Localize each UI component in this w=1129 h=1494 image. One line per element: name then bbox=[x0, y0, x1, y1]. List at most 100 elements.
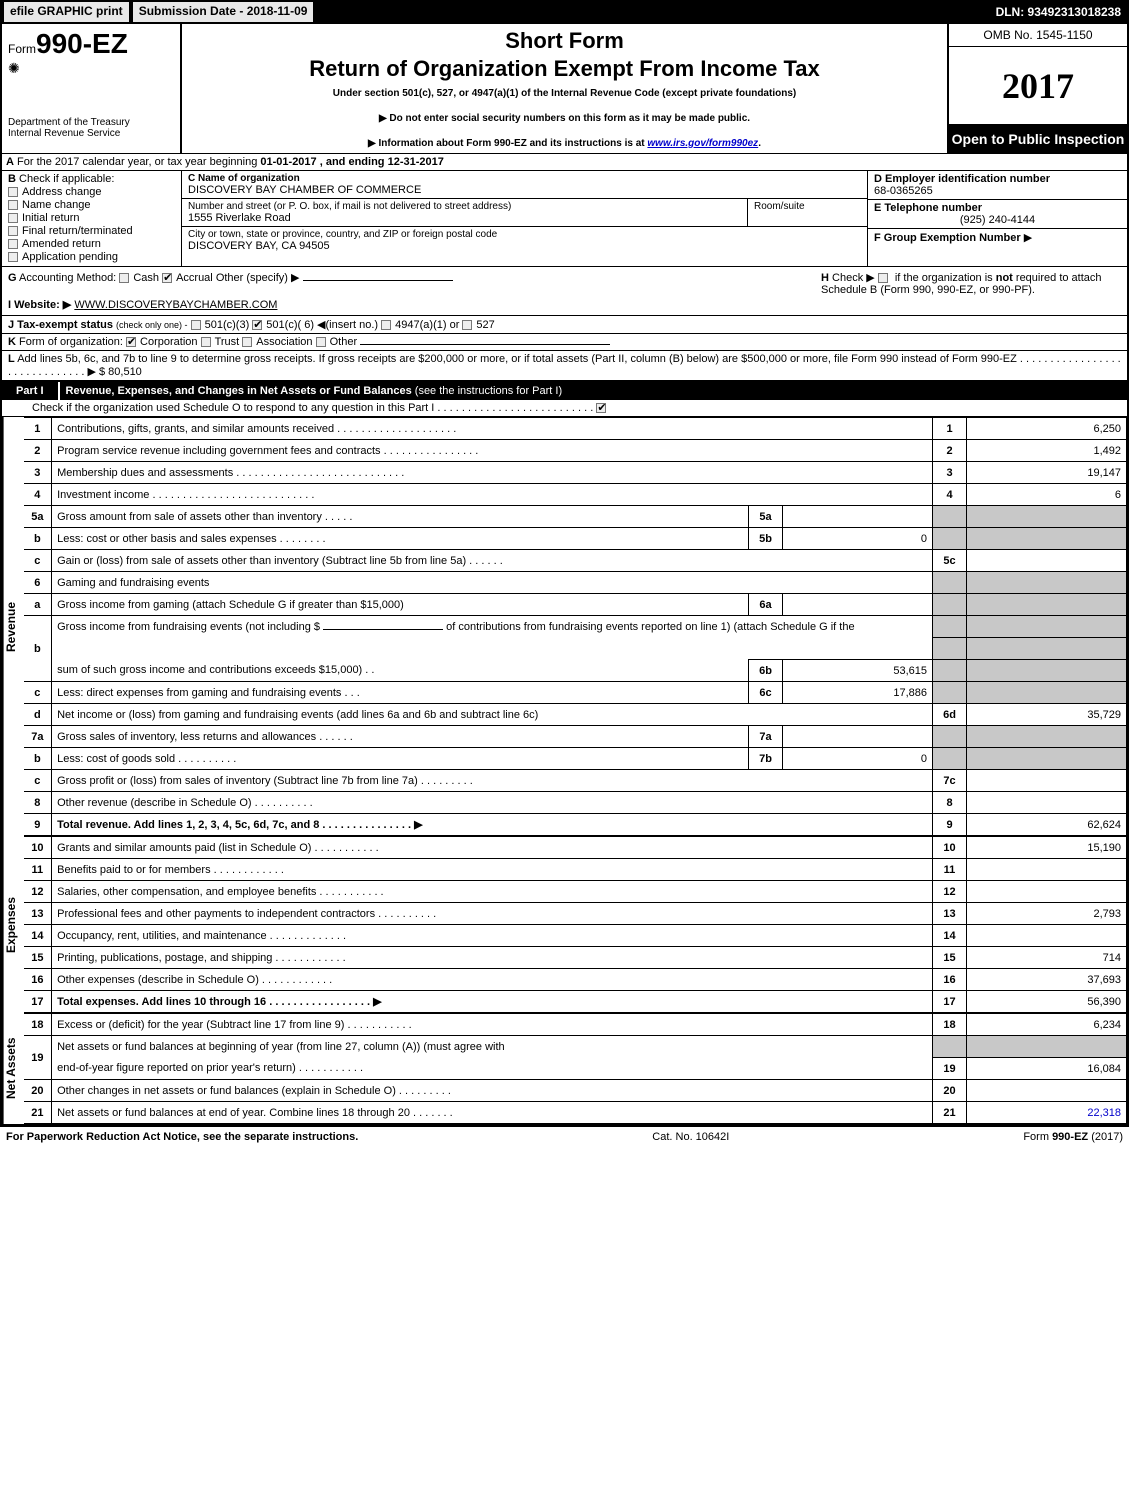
l9-desc: Total revenue. Add lines 1, 2, 3, 4, 5c,… bbox=[52, 814, 933, 836]
l9-amt: 62,624 bbox=[967, 814, 1127, 836]
l7a-sv bbox=[783, 726, 933, 748]
l6c-sv: 17,886 bbox=[783, 682, 933, 704]
chk-4947[interactable] bbox=[381, 320, 391, 330]
l6d-ln: 6d bbox=[933, 704, 967, 726]
chk-name-change[interactable]: Name change bbox=[8, 199, 175, 211]
k-o1: Corporation bbox=[140, 336, 197, 348]
col-c: C Name of organization DISCOVERY BAY CHA… bbox=[182, 171, 867, 266]
k-o3: Association bbox=[256, 336, 312, 348]
sidelabel-netassets: Net Assets bbox=[2, 1013, 24, 1124]
l8-num: 8 bbox=[24, 792, 52, 814]
l1-amt: 6,250 bbox=[967, 418, 1127, 440]
c-street-label: Number and street (or P. O. box, if mail… bbox=[188, 201, 747, 212]
e-phone-label: E Telephone number bbox=[874, 202, 982, 214]
line-a-begin: 01-01-2017 bbox=[260, 156, 316, 168]
chk-final-return[interactable]: Final return/terminated bbox=[8, 225, 175, 237]
l20-amt bbox=[967, 1080, 1127, 1102]
header-mid: Short Form Return of Organization Exempt… bbox=[182, 24, 947, 153]
line-21: 21Net assets or fund balances at end of … bbox=[24, 1102, 1127, 1124]
chk-schedule-o[interactable] bbox=[596, 403, 606, 413]
chk-association[interactable] bbox=[242, 337, 252, 347]
radio-accrual[interactable] bbox=[162, 273, 172, 283]
l9-num: 9 bbox=[24, 814, 52, 836]
chk-application-pending[interactable]: Application pending bbox=[8, 251, 175, 263]
chk-address-change[interactable]: Address change bbox=[8, 186, 175, 198]
chk-trust[interactable] bbox=[201, 337, 211, 347]
title-short-form: Short Form bbox=[190, 28, 939, 54]
sidelabel-revenue: Revenue bbox=[2, 417, 24, 836]
chk-501c[interactable] bbox=[252, 320, 262, 330]
l12-desc: Salaries, other compensation, and employ… bbox=[52, 881, 933, 903]
instructions-link[interactable]: www.irs.gov/form990ez bbox=[647, 138, 758, 149]
footer-right: Form 990-EZ (2017) bbox=[1023, 1131, 1123, 1143]
efile-print-button[interactable]: efile GRAPHIC print bbox=[2, 2, 131, 24]
chk-amended-return[interactable]: Amended return bbox=[8, 238, 175, 250]
website-value[interactable]: WWW.DISCOVERYBAYCHAMBER.COM bbox=[74, 299, 277, 311]
l19-num: 19 bbox=[24, 1036, 52, 1080]
l20-desc: Other changes in net assets or fund bala… bbox=[52, 1080, 933, 1102]
chk-other-org[interactable] bbox=[316, 337, 326, 347]
h-not: not bbox=[996, 272, 1013, 284]
l5b-sn: 5b bbox=[749, 528, 783, 550]
footer-right-form: 990-EZ bbox=[1052, 1131, 1088, 1143]
line-7a: 7aGross sales of inventory, less returns… bbox=[24, 726, 1127, 748]
c-city-row: City or town, state or province, country… bbox=[182, 227, 867, 254]
c-street-value: 1555 Riverlake Road bbox=[188, 212, 747, 224]
chk-address-change-label: Address change bbox=[22, 186, 102, 198]
l6c-grey2 bbox=[967, 682, 1127, 704]
l5b-desc: Less: cost or other basis and sales expe… bbox=[52, 528, 749, 550]
chk-corporation[interactable] bbox=[126, 337, 136, 347]
line-19a: 19Net assets or fund balances at beginni… bbox=[24, 1036, 1127, 1058]
l7a-desc: Gross sales of inventory, less returns a… bbox=[52, 726, 749, 748]
line-18: 18Excess or (deficit) for the year (Subt… bbox=[24, 1014, 1127, 1036]
submission-date-box: Submission Date - 2018-11-09 bbox=[131, 2, 316, 24]
netassets-section: Net Assets 18Excess or (deficit) for the… bbox=[2, 1013, 1127, 1124]
footer: For Paperwork Reduction Act Notice, see … bbox=[0, 1126, 1129, 1147]
l6a-desc: Gross income from gaming (attach Schedul… bbox=[52, 594, 749, 616]
chk-527[interactable] bbox=[462, 320, 472, 330]
header-left: Form990-EZ ✺ Department of the Treasury … bbox=[2, 24, 182, 153]
omb-number: OMB No. 1545-1150 bbox=[949, 24, 1127, 47]
l10-amt: 15,190 bbox=[967, 837, 1127, 859]
footer-mid: Cat. No. 10642I bbox=[652, 1131, 729, 1143]
l17-num: 17 bbox=[24, 991, 52, 1013]
instructions-link-text: www.irs.gov/form990ez bbox=[647, 138, 758, 149]
l6-num: 6 bbox=[24, 572, 52, 594]
section-j: J Tax-exempt status (check only one) - 5… bbox=[2, 316, 1127, 334]
l19-desc1: Net assets or fund balances at beginning… bbox=[52, 1036, 933, 1058]
g-accrual: Accrual bbox=[176, 272, 213, 284]
l6-desc: Gaming and fundraising events bbox=[52, 572, 933, 594]
g-other-input[interactable] bbox=[303, 280, 453, 281]
line-16: 16Other expenses (describe in Schedule O… bbox=[24, 969, 1127, 991]
line-19b: end-of-year figure reported on prior yea… bbox=[24, 1058, 1127, 1080]
l18-desc: Excess or (deficit) for the year (Subtra… bbox=[52, 1014, 933, 1036]
d-ein-value: 68-0365265 bbox=[874, 185, 933, 197]
k-other-input[interactable] bbox=[360, 344, 610, 345]
open-to-public: Open to Public Inspection bbox=[949, 125, 1127, 153]
l12-ln: 12 bbox=[933, 881, 967, 903]
chk-501c3[interactable] bbox=[191, 320, 201, 330]
topbar: efile GRAPHIC print Submission Date - 20… bbox=[2, 2, 1127, 24]
l10-ln: 10 bbox=[933, 837, 967, 859]
l4-amt: 6 bbox=[967, 484, 1127, 506]
line-12: 12Salaries, other compensation, and empl… bbox=[24, 881, 1127, 903]
l7b-sv: 0 bbox=[783, 748, 933, 770]
l2-ln: 2 bbox=[933, 440, 967, 462]
l5b-grey1 bbox=[933, 528, 967, 550]
expenses-table: 10Grants and similar amounts paid (list … bbox=[24, 836, 1127, 1013]
l21-desc: Net assets or fund balances at end of ye… bbox=[52, 1102, 933, 1124]
l16-num: 16 bbox=[24, 969, 52, 991]
d-ein-row: D Employer identification number 68-0365… bbox=[868, 171, 1127, 200]
l7c-num: c bbox=[24, 770, 52, 792]
l19-amt: 16,084 bbox=[967, 1058, 1127, 1080]
radio-cash[interactable] bbox=[119, 273, 129, 283]
l7a-sn: 7a bbox=[749, 726, 783, 748]
l6b-grey3 bbox=[933, 638, 967, 660]
chk-schedule-b[interactable] bbox=[878, 273, 888, 283]
l5b-sv: 0 bbox=[783, 528, 933, 550]
l10-desc: Grants and similar amounts paid (list in… bbox=[52, 837, 933, 859]
l18-amt: 6,234 bbox=[967, 1014, 1127, 1036]
sidelabel-expenses: Expenses bbox=[2, 836, 24, 1013]
chk-initial-return[interactable]: Initial return bbox=[8, 212, 175, 224]
line-5c: cGain or (loss) from sale of assets othe… bbox=[24, 550, 1127, 572]
